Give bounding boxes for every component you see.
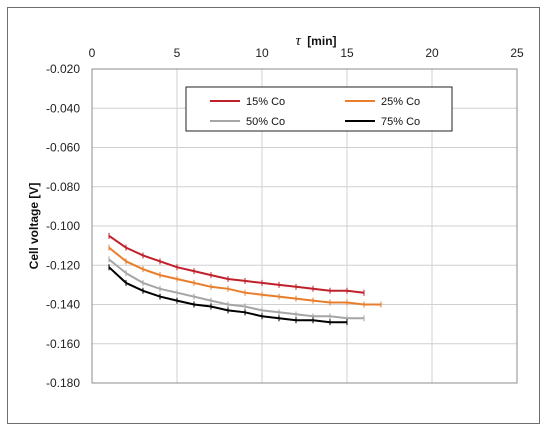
series-line (108, 266, 347, 324)
y-tick-label: -0.080 (46, 180, 80, 194)
legend-label: 50% Co (246, 116, 285, 128)
x-tick-label: 5 (174, 46, 181, 60)
legend-label: 75% Co (381, 116, 420, 128)
series-3 (108, 256, 365, 322)
y-tick-label: -0.100 (46, 219, 80, 233)
x-tick-label: 10 (255, 46, 269, 60)
x-tick-label: 20 (425, 46, 439, 60)
y-tick-label: -0.020 (46, 62, 80, 76)
y-tick-label: -0.180 (46, 376, 80, 390)
y-tick-label: -0.040 (46, 101, 80, 115)
legend-item: 50% Co (210, 116, 285, 128)
series-layer (108, 232, 382, 326)
plot-area (91, 68, 518, 384)
legend-box (185, 86, 453, 132)
x-axis: 0 5 10 15 20 25 (89, 46, 524, 60)
y-axis: -0.020 -0.040 -0.060 -0.080 -0.100 -0.120 -0.1… (46, 62, 80, 390)
series-line (108, 258, 364, 320)
y-tick-label: -0.160 (46, 337, 80, 351)
y-tick-label: -0.120 (46, 258, 80, 272)
x-axis-title-unit: [min] (307, 34, 336, 48)
legend-label: 15% Co (246, 96, 285, 108)
series-line (108, 246, 381, 306)
series-1 (108, 232, 365, 296)
legend-item: 75% Co (345, 116, 420, 128)
x-tick-label: 15 (340, 46, 354, 60)
x-axis-title-symbol: τ (295, 33, 301, 49)
series-4 (108, 264, 348, 326)
x-tick-label: 25 (510, 46, 524, 60)
legend-item: 25% Co (345, 96, 420, 108)
legend-item: 15% Co (210, 96, 285, 108)
y-tick-label: -0.060 (46, 141, 80, 155)
legend: 15% Co 25% Co 50% Co 75% Co (185, 86, 453, 132)
x-tick-label: 0 (89, 46, 96, 60)
y-axis-title: Cell voltage [V] (27, 183, 41, 270)
x-axis-title: τ [min] (295, 33, 336, 49)
series-line (108, 234, 365, 294)
chart-frame (7, 7, 540, 424)
y-tick-label: -0.140 (46, 298, 80, 312)
legend-label: 25% Co (381, 96, 420, 108)
series-2 (108, 244, 382, 308)
